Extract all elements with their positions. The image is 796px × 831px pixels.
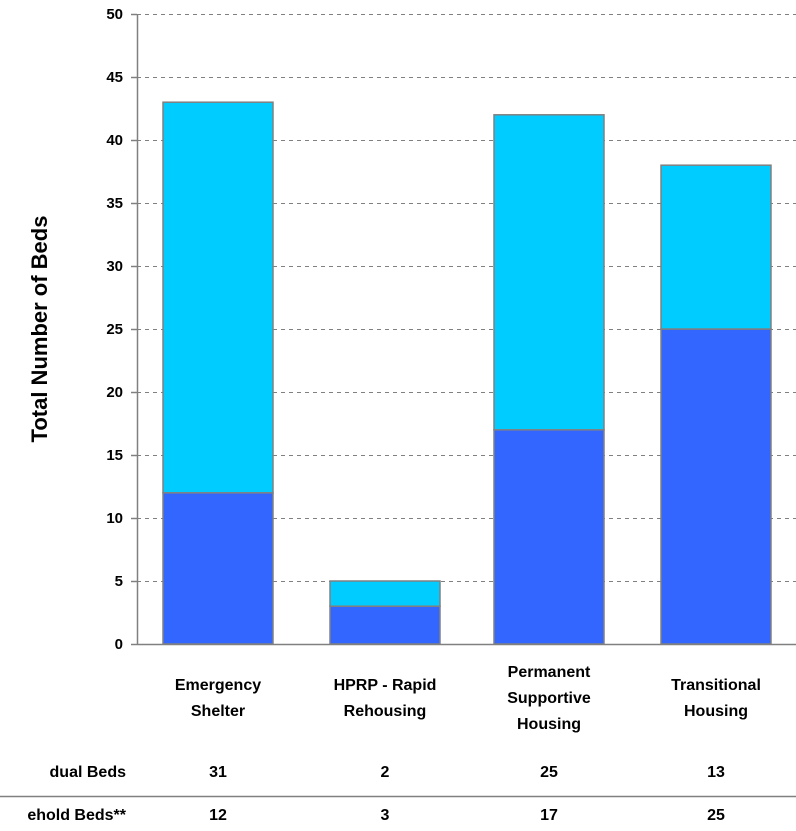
table-cell: 25 (707, 807, 725, 824)
bar-permanent-supportive-housing-series-2 (493, 114, 605, 431)
y-tick-label-35: 35 (106, 195, 123, 212)
x-category-label: Transitional (671, 677, 761, 694)
bar-hprp-rapid-rehousing-series-1 (329, 605, 441, 645)
data-table: dual Beds 31 2 25 13 ehold Beds** 12 3 17 25 (0, 764, 796, 824)
x-category-label: Rehousing (344, 703, 427, 720)
gridlines (137, 14, 796, 582)
table-cell: 12 (209, 807, 227, 824)
y-tick-label-45: 45 (106, 69, 123, 86)
y-tick-label-30: 30 (106, 258, 123, 275)
y-tick-label-10: 10 (106, 510, 123, 527)
y-tick-label-25: 25 (106, 321, 123, 338)
y-tick-label-5: 5 (115, 573, 123, 590)
bars (162, 101, 772, 645)
bar-transitional-housing-series-2 (660, 164, 772, 330)
y-tick-label-40: 40 (106, 132, 123, 149)
y-tick-label-15: 15 (106, 447, 123, 464)
axes (136, 14, 796, 646)
x-category-label: Shelter (191, 703, 245, 720)
table-cell: 2 (381, 764, 390, 781)
x-category-label: Supportive (507, 690, 591, 707)
table-cell: 17 (540, 807, 558, 824)
bar-transitional-housing-series-1 (660, 328, 772, 645)
y-tick-label-0: 0 (115, 636, 123, 653)
x-category-label: Permanent (508, 664, 591, 681)
x-category-label: HPRP - Rapid (334, 677, 437, 694)
table-row-label: ehold Beds** (27, 807, 126, 824)
table-cell: 31 (209, 764, 227, 781)
y-axis-label: Total Number of Beds (27, 216, 52, 443)
bar-hprp-rapid-rehousing-series-2 (329, 580, 441, 607)
bar-emergency-shelter-series-2 (162, 101, 274, 494)
y-tick-label-20: 20 (106, 384, 123, 401)
table-cell: 25 (540, 764, 558, 781)
x-category-label: Emergency (175, 677, 261, 694)
table-cell: 3 (381, 807, 390, 824)
bar-emergency-shelter-series-1 (162, 492, 274, 645)
bar-permanent-supportive-housing-series-1 (493, 429, 605, 645)
y-tick-label-50: 50 (106, 6, 123, 23)
table-cell: 13 (707, 764, 725, 781)
x-category-label: Housing (684, 703, 748, 720)
x-category-labels: Emergency Shelter HPRP - Rapid Rehousing Per… (175, 664, 761, 733)
table-row-label: dual Beds (50, 764, 127, 781)
x-category-label: Housing (517, 716, 581, 733)
y-tick-labels: 0 5 10 15 20 25 30 35 40 45 50 (106, 6, 137, 653)
